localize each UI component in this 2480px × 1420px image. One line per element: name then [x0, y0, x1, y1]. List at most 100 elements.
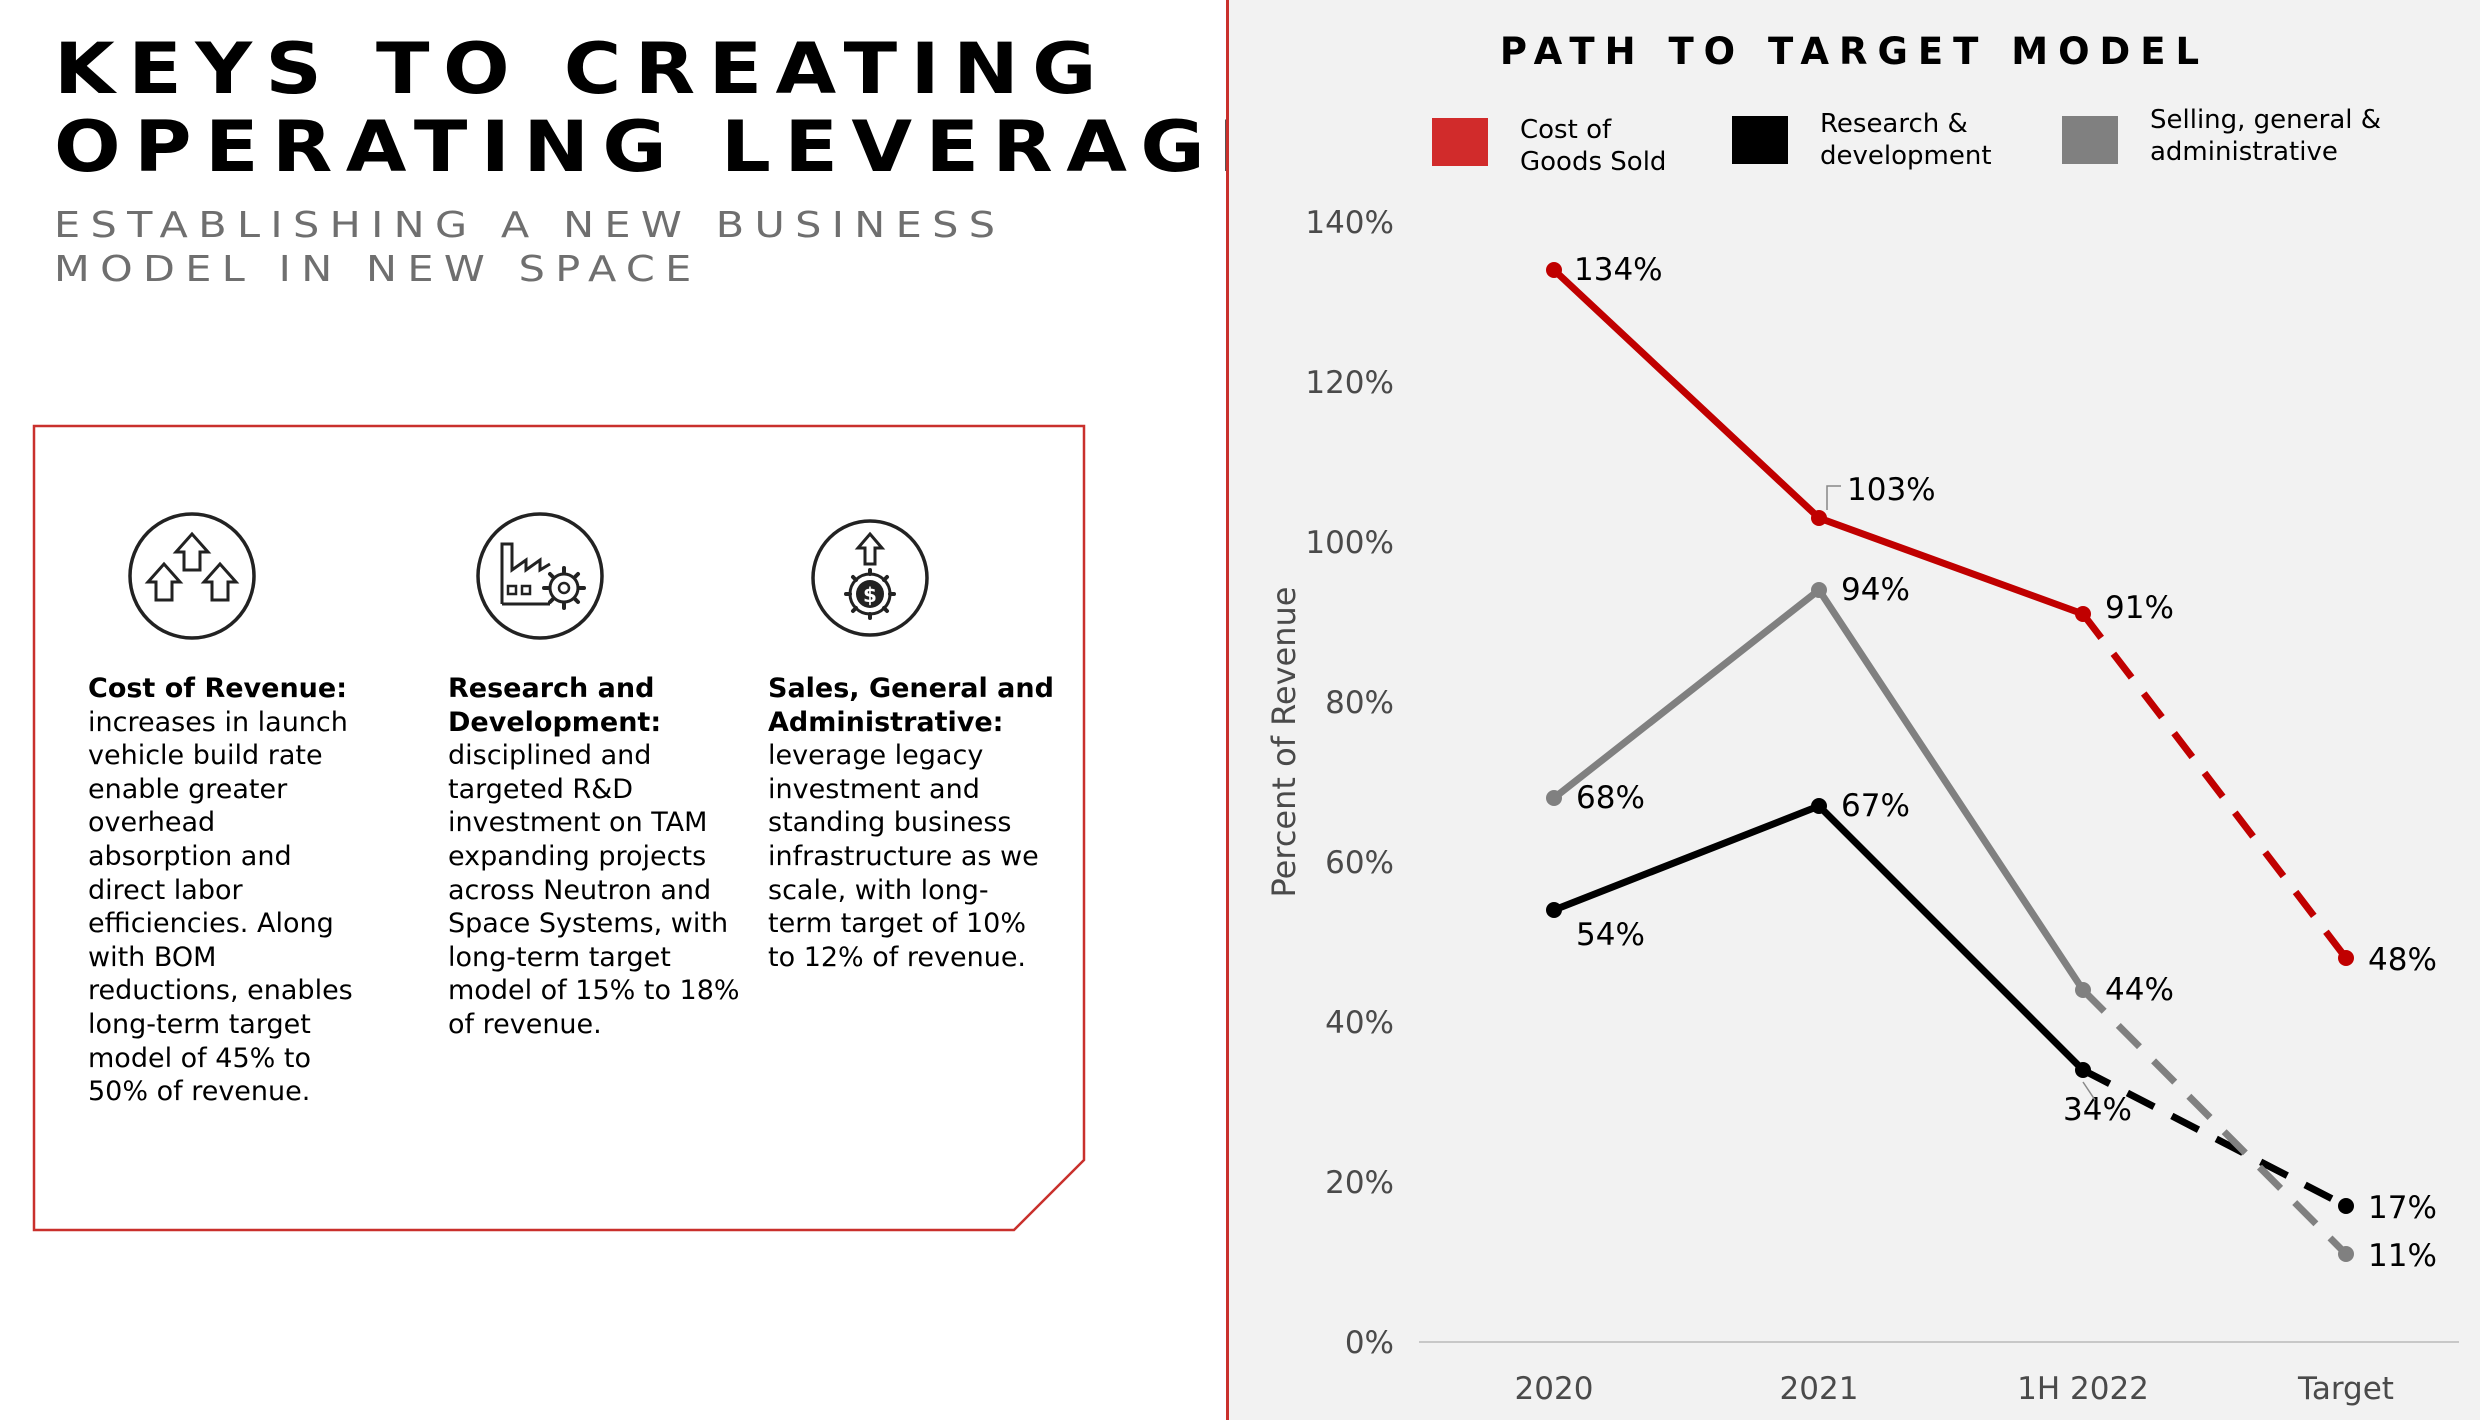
data-point-rd-2 — [2075, 1062, 2091, 1078]
factory-gear-icon — [476, 512, 604, 640]
x-tick-label-target: Target — [2297, 1371, 2394, 1407]
y-tick-label-0: 0% — [1345, 1325, 1394, 1361]
research-development-line-5: across Neutron and — [448, 874, 712, 906]
data-label-cogs-3: 48% — [2368, 942, 2437, 978]
data-point-cogs-1 — [1811, 510, 1827, 526]
cost-of-revenue-line-11: model of 45% to — [88, 1042, 311, 1074]
cost-of-revenue-text: Cost of Revenue: increases in launch veh… — [88, 672, 388, 1109]
y-tick-label-100: 100% — [1305, 525, 1394, 561]
legend-item-rd: Research & development — [1732, 108, 1992, 172]
x-tick-label-1h-2022: 1H 2022 — [2017, 1371, 2149, 1407]
research-development-line-1: disciplined and — [448, 740, 652, 772]
series-projection-cogs — [2080, 611, 2349, 961]
research-development-text: Research and Development: disciplined an… — [448, 672, 748, 1042]
research-development-line-4: expanding projects — [448, 840, 707, 872]
sga-heading-2: Administrative: — [768, 706, 1004, 738]
cost-of-revenue-line-6: direct labor — [88, 874, 243, 906]
research-development-line-9: of revenue. — [448, 1008, 602, 1040]
cost-of-revenue-line-1: increases in launch — [88, 706, 348, 738]
data-label-rd-0: 54% — [1576, 917, 1645, 953]
data-label-rd-1: 67% — [1841, 788, 1910, 824]
sga-line-5: scale, with long- — [768, 874, 989, 906]
data-point-sga-2 — [2075, 982, 2091, 998]
x-tick-label-2021: 2021 — [1780, 1371, 1859, 1407]
title-line-1: Keys to creating — [54, 28, 1110, 110]
legend-item-cogs: Cost of Goods Sold — [1432, 114, 1666, 178]
sga-heading-1: Sales, General and — [768, 673, 1054, 704]
cost-of-revenue-line-4: overhead — [88, 807, 216, 839]
chart-title: Path to Target Model — [1499, 30, 2210, 73]
legend-swatch-rd — [1732, 116, 1788, 164]
cost-of-revenue-line-9: reductions, enables — [88, 975, 353, 1007]
data-point-rd-0 — [1546, 902, 1562, 918]
x-tick-label-2020: 2020 — [1515, 1371, 1594, 1407]
cost-of-revenue-line-2: vehicle build rate — [88, 740, 323, 772]
sga-line-3: standing business — [768, 807, 1012, 839]
legend-item-sga: Selling, general & administrative — [2062, 104, 2381, 168]
arrows-up-icon — [128, 512, 256, 640]
y-axis-label: Percent of Revenue — [1265, 587, 1303, 898]
research-development-line-6: Space Systems, with — [448, 908, 729, 940]
data-label-rd-3: 17% — [2368, 1190, 2437, 1226]
data-label-sga-1: 94% — [1841, 572, 1910, 608]
leader-line-cogs-2021 — [1826, 485, 1841, 510]
data-label-sga-2: 44% — [2105, 972, 2174, 1008]
data-label-cogs-2: 91% — [2105, 590, 2174, 626]
y-tick-label-80: 80% — [1325, 685, 1394, 721]
sga-line-6: term target of 10% — [768, 908, 1027, 940]
page-subtitle: Establishing a new business model in new… — [54, 204, 1005, 292]
data-point-cogs-3 — [2338, 950, 2354, 966]
subtitle-line-2: model in new space — [54, 249, 702, 290]
svg-text:$: $ — [863, 583, 877, 607]
cost-of-revenue-line-8: with BOM — [88, 941, 217, 973]
cost-of-revenue-line-5: absorption and — [88, 840, 292, 872]
y-tick-label-140: 140% — [1305, 205, 1394, 241]
series-projection-sga — [2080, 987, 2349, 1257]
y-tick-label-60: 60% — [1325, 845, 1394, 881]
research-development-line-3: investment on TAM — [448, 807, 708, 839]
dollar-gear-icon: $ — [811, 519, 929, 637]
sga-line-1: leverage legacy — [768, 740, 984, 772]
y-tick-label-120: 120% — [1305, 365, 1394, 401]
research-development-line-8: model of 15% to 18% — [448, 975, 740, 1007]
data-label-cogs-0: 134% — [1574, 252, 1663, 288]
legend-swatch-cogs — [1432, 118, 1488, 166]
left-panel — [0, 0, 1226, 1420]
cost-of-revenue-line-7: efficiencies. Along — [88, 908, 334, 940]
series-projection-rd — [2081, 1066, 2348, 1210]
leader-line-rd-1h2022 — [2082, 1081, 2096, 1101]
series-line-cogs — [1550, 266, 2087, 618]
data-point-sga-0 — [1546, 790, 1562, 806]
cost-of-revenue-line-10: long-term target — [88, 1008, 311, 1040]
sga-line-4: infrastructure as we — [768, 840, 1039, 872]
legend-label-cogs: Cost of Goods Sold — [1520, 115, 1667, 177]
research-development-line-7: long-term target — [448, 941, 671, 973]
data-label-cogs-1: 103% — [1847, 472, 1936, 508]
data-point-sga-3 — [2338, 1246, 2354, 1262]
panel-divider — [1226, 0, 1229, 1420]
data-point-sga-1 — [1811, 582, 1827, 598]
cost-of-revenue-line-12: 50% of revenue. — [88, 1076, 311, 1108]
y-tick-label-40: 40% — [1325, 1005, 1394, 1041]
sga-line-2: investment and — [768, 773, 980, 805]
research-development-line-2: targeted R&D — [448, 773, 634, 805]
legend-swatch-sga — [2062, 116, 2118, 164]
subtitle-line-1: Establishing a new business — [54, 205, 1006, 246]
page-title: Keys to creating operating leverage — [54, 30, 1285, 186]
title-line-2: operating leverage — [54, 106, 1286, 188]
legend-label-rd: Research & development — [1820, 109, 1992, 171]
research-development-heading-1: Research and — [448, 673, 655, 704]
research-development-heading-2: Development: — [448, 706, 662, 738]
data-label-sga-3: 11% — [2368, 1238, 2437, 1274]
line-chart: 0% 20% 40% 60% 80% 100% 120% 140% 2020 2021 1H 202… — [1265, 205, 2459, 1407]
info-card-frame — [32, 424, 1086, 1232]
data-label-rd-2: 34% — [2063, 1092, 2132, 1128]
y-tick-label-20: 20% — [1325, 1165, 1394, 1201]
data-point-rd-1 — [1811, 798, 1827, 814]
cost-of-revenue-heading: Cost of Revenue: — [88, 673, 348, 704]
data-point-cogs-0 — [1546, 262, 1562, 278]
cost-of-revenue-line-3: enable greater — [88, 773, 288, 805]
sga-text: Sales, General and Administrative: lever… — [768, 672, 1068, 974]
data-label-sga-0: 68% — [1576, 780, 1645, 816]
data-point-cogs-2 — [2075, 606, 2091, 622]
